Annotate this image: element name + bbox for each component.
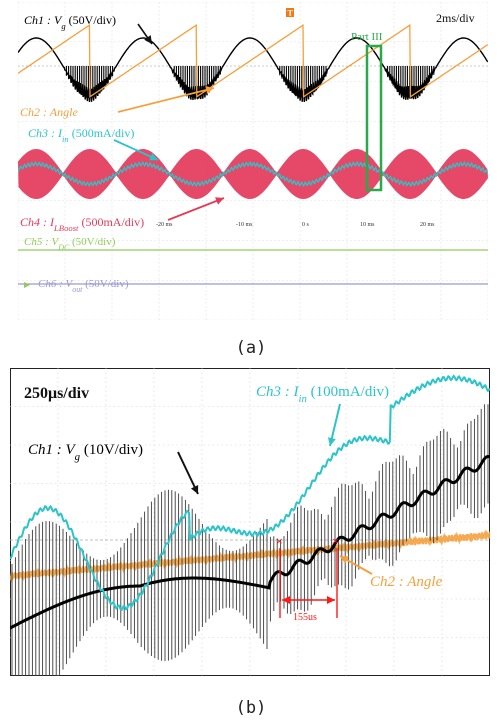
caption-a: (a)	[235, 338, 267, 358]
ch3-label-a-symbol: I	[57, 126, 63, 140]
trigger-marker-label: T	[288, 9, 294, 18]
ch3-label-b-channel: Ch3 :	[256, 384, 294, 400]
ch3-iin-trace-b	[9, 374, 491, 612]
crossing-marker-2: ×	[332, 534, 339, 548]
ch2-arrow-a-head	[205, 86, 214, 94]
ch3-label-a-subscript: in	[62, 134, 69, 144]
ch2-label-b-symbol: Angle	[406, 574, 442, 590]
scope-panel-b: × × 155us 250μs/div Ch1 : Vg (10V/div) Ch3 : …	[8, 368, 492, 696]
trigger-marker-icon	[286, 8, 294, 17]
x-tick-label-a: 0 s	[302, 222, 310, 228]
ch1-label-a-symbol: V	[54, 13, 63, 27]
ch1-label-b-channel: Ch1 :	[28, 442, 66, 458]
x-tick-label-a: 20 ms	[420, 222, 435, 228]
ch6-label-a-symbol: V	[66, 278, 74, 290]
x-tick-label-a: -10 ms	[236, 222, 253, 228]
ch1-vg-spikes-b	[11, 404, 489, 696]
ch3-arrow-a-head	[149, 153, 158, 161]
scope-panel-a: -20 ms -10 ms 0 s 10 ms 20 ms Part III 2ms/div…	[17, 1, 489, 321]
ch2-arrow-b-head	[340, 556, 349, 564]
delay-annotation-label: 155us	[293, 612, 317, 623]
ch1-vg-trace-b	[9, 454, 491, 630]
ch4-label-a-subscript: LBoost	[53, 223, 79, 233]
ch1-arrow-b-head	[190, 485, 199, 494]
ch5-label-a-channel: Ch5 :	[24, 236, 52, 248]
delay-arrow-right-head	[327, 596, 335, 604]
caption-b: (b)	[235, 698, 267, 718]
ch2-arrow-a-shaft	[117, 87, 215, 113]
ch5-label-a-symbol: V	[52, 236, 60, 248]
crossing-marker-1: ×	[276, 534, 283, 548]
timebase-a: 2ms/div	[436, 11, 475, 25]
ch3-label-b-scale: (100mA/div)	[307, 384, 389, 400]
ch3-iin-trace-a	[17, 160, 489, 188]
x-tick-label-a: 10 ms	[360, 222, 375, 228]
timebase-b: 250μs/div	[24, 385, 89, 402]
ch1-label-a-scale: (50V/div)	[66, 13, 116, 27]
ch1-label-a: Ch1 : Vg (50V/div)	[24, 13, 116, 31]
ch4-iboost-envelope-a	[18, 149, 488, 199]
ch6-label-a-channel: Ch6 :	[38, 278, 66, 290]
grid-a	[17, 1, 489, 321]
ch3-arrow-a-shaft	[113, 139, 159, 161]
ch3-label-b: Ch3 : Iin (100mA/div)	[256, 384, 389, 405]
ch3-label-b-subscript: in	[299, 393, 307, 405]
scope-a-plot: -20 ms -10 ms 0 s 10 ms 20 ms Part III 2ms/div…	[17, 1, 489, 321]
ch1-label-a-channel: Ch1 :	[24, 13, 54, 27]
ch2-label-a: Ch2 : Angle	[20, 105, 78, 119]
ch2-label-b: Ch2 : Angle	[370, 574, 443, 590]
ch-ground-marker-icon	[24, 282, 30, 288]
ch2-label-b-channel: Ch2 :	[370, 574, 407, 590]
ch3-arrow-b-head	[327, 437, 336, 446]
part-iii-box	[365, 44, 383, 192]
ch2-angle-trace-a	[17, 23, 489, 99]
ch4-label-a-scale: (500mA/div)	[78, 215, 144, 229]
ch3-label-a: Ch3 : Iin (500mA/div)	[28, 126, 134, 144]
ch6-label-a-subscript: out	[72, 285, 83, 294]
delay-arrow-left-head	[282, 596, 290, 604]
ch3-label-a-scale: (500mA/div)	[69, 126, 135, 140]
part-iii-label: Part III	[351, 31, 383, 43]
ch4-arrow-a-shaft	[167, 197, 225, 221]
ch2-label-a-channel: Ch2 :	[20, 105, 50, 119]
ch1-label-b-symbol: V	[66, 442, 77, 458]
ch1-label-b-scale: (10V/div)	[80, 442, 143, 458]
ch4-label-a: Ch4 : ILBoost (500mA/div)	[20, 215, 144, 233]
ch4-label-a-channel: Ch4 :	[20, 215, 50, 229]
ch5-label-a-subscript: DC	[57, 243, 70, 252]
ch6-label-a: Ch6 : Vout (50V/div)	[38, 278, 129, 294]
ch6-label-a-scale: (50V/div)	[82, 278, 128, 290]
ch4-arrow-a-head	[215, 197, 224, 205]
ch3-label-b-symbol: I	[293, 384, 300, 400]
ch1-arrow-a-head	[144, 35, 152, 44]
ch5-label-a: Ch5 : VDC (50V/div)	[24, 236, 116, 252]
ch3-label-a-channel: Ch3 :	[28, 126, 58, 140]
ch1-label-b: Ch1 : Vg (10V/div)	[28, 442, 143, 463]
x-tick-label-a: -20 ms	[156, 222, 173, 228]
ch4-label-a-symbol: I	[49, 215, 55, 229]
scope-b-plot: × × 155us 250μs/div Ch1 : Vg (10V/div) Ch3 : …	[8, 368, 492, 696]
ch1-label-a-subscript: g	[61, 21, 66, 31]
ch5-label-a-scale: (50V/div)	[69, 236, 115, 248]
ch1-label-b-subscript: g	[75, 451, 81, 463]
ch2-label-a-symbol: Angle	[49, 105, 79, 119]
